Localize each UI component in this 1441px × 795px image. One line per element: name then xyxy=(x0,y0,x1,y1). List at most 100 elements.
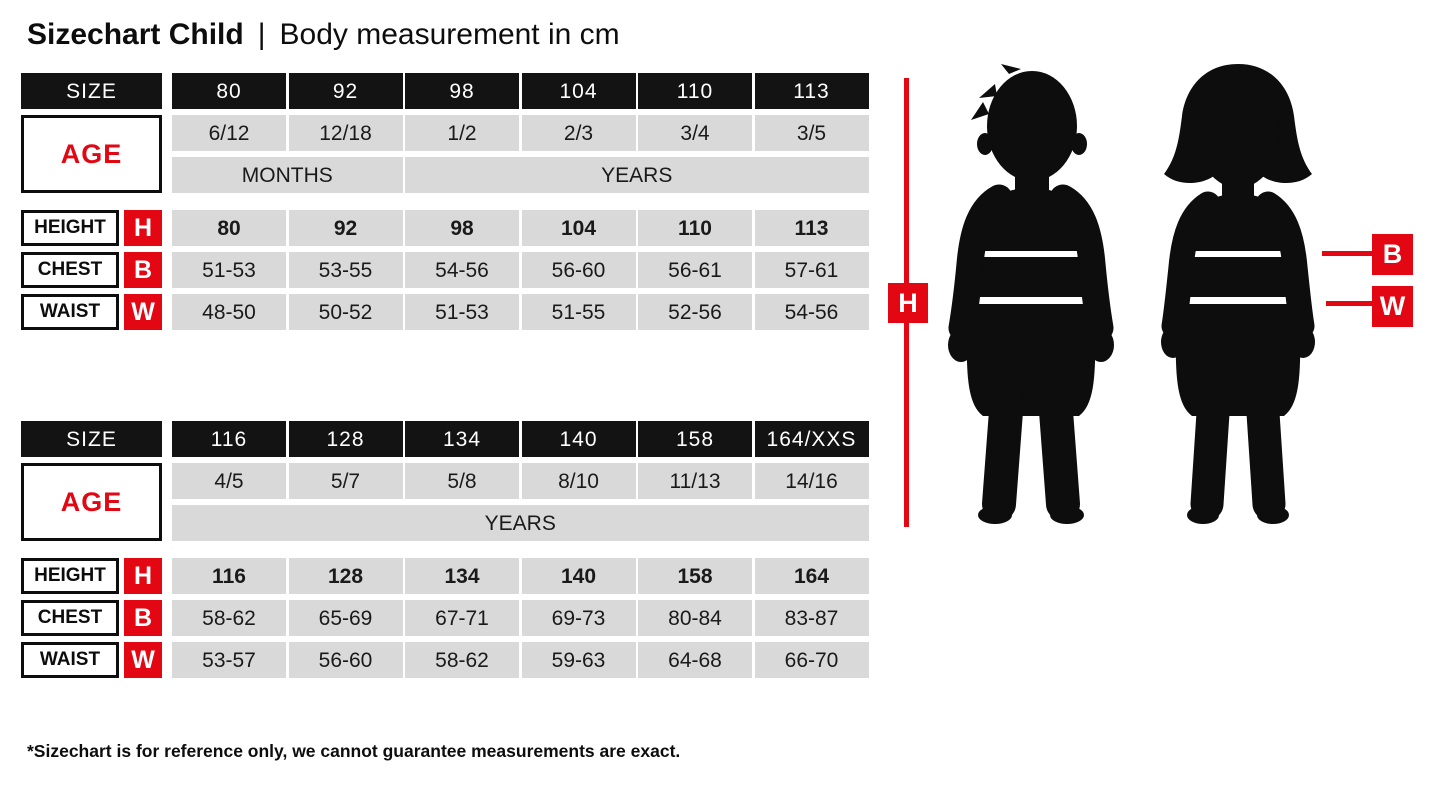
size-cell: 92 xyxy=(288,73,403,109)
size-cell: 128 xyxy=(288,421,403,457)
age-cell: 1/2 xyxy=(405,115,519,151)
height-cell: 110 xyxy=(638,210,752,246)
size-cell: 164/XXS xyxy=(754,421,869,457)
age-unit-months: MONTHS xyxy=(172,157,403,193)
height-cell: 92 xyxy=(288,210,403,246)
table2-header-grid: SIZE 116 128 134 140 158 164/XXS AGE 4/5… xyxy=(21,421,869,541)
size-cell: 158 xyxy=(638,421,752,457)
size-cell: 80 xyxy=(172,73,286,109)
waist-cell: 54-56 xyxy=(754,294,869,330)
size-cell: 98 xyxy=(405,73,519,109)
height-cell: 140 xyxy=(521,558,636,594)
waist-row-label: WAIST W xyxy=(21,294,162,330)
age-cell: 3/5 xyxy=(754,115,869,151)
waist-label: WAIST xyxy=(21,294,119,330)
waist-cell: 50-52 xyxy=(288,294,403,330)
girl-chest-line xyxy=(1180,251,1296,257)
chest-abbr-badge: B xyxy=(124,600,162,636)
chest-cell: 83-87 xyxy=(754,600,869,636)
age-cell: 5/7 xyxy=(288,463,403,499)
age-unit-years: YEARS xyxy=(405,157,869,193)
waist-row-label: WAIST W xyxy=(21,642,162,678)
height-label: HEIGHT xyxy=(21,558,119,594)
chest-pointer-line xyxy=(1322,251,1374,256)
height-cell: 134 xyxy=(405,558,519,594)
size-cell: 110 xyxy=(638,73,752,109)
height-label: HEIGHT xyxy=(21,210,119,246)
waist-abbr-badge: W xyxy=(124,642,162,678)
waist-cell: 52-56 xyxy=(638,294,752,330)
boy-left-leg-icon xyxy=(982,381,1024,521)
height-cell: 104 xyxy=(521,210,636,246)
footnote: *Sizechart is for reference only, we can… xyxy=(27,741,681,761)
chest-cell: 80-84 xyxy=(638,600,752,636)
title-separator: | xyxy=(257,18,266,51)
age-cell: 11/13 xyxy=(638,463,752,499)
girl-silhouette xyxy=(1161,64,1315,524)
waist-marker-badge: W xyxy=(1372,286,1413,327)
size-cell: 134 xyxy=(405,421,519,457)
chest-cell: 57-61 xyxy=(754,252,869,288)
age-cell: 4/5 xyxy=(172,463,286,499)
chest-abbr-badge: B xyxy=(124,252,162,288)
height-cell: 128 xyxy=(288,558,403,594)
waist-cell: 58-62 xyxy=(405,642,519,678)
waist-pointer-line xyxy=(1326,301,1374,306)
waist-abbr-badge: W xyxy=(124,294,162,330)
title-subtitle: Body measurement in cm xyxy=(279,18,620,51)
boy-waist-line xyxy=(969,297,1093,304)
chest-cell: 58-62 xyxy=(172,600,286,636)
waist-cell: 48-50 xyxy=(172,294,286,330)
size-cell: 116 xyxy=(172,421,286,457)
size-header-label: SIZE xyxy=(21,421,162,457)
age-cell: 12/18 xyxy=(288,115,403,151)
waist-cell: 59-63 xyxy=(521,642,636,678)
age-cell: 14/16 xyxy=(754,463,869,499)
waist-cell: 64-68 xyxy=(638,642,752,678)
size-cell: 140 xyxy=(521,421,636,457)
height-abbr-badge: H xyxy=(124,210,162,246)
chest-cell: 69-73 xyxy=(521,600,636,636)
girl-head-icon xyxy=(1196,76,1280,188)
height-cell: 113 xyxy=(754,210,869,246)
boy-silhouette xyxy=(948,64,1114,524)
waist-cell: 53-57 xyxy=(172,642,286,678)
girl-torso-icon xyxy=(1175,194,1301,416)
girl-right-arm-icon xyxy=(1255,191,1315,339)
boy-chest-line xyxy=(971,251,1091,257)
height-row-label: HEIGHT H xyxy=(21,210,162,246)
age-cell: 5/8 xyxy=(405,463,519,499)
age-header-label: AGE xyxy=(21,115,162,193)
size-header-label: SIZE xyxy=(21,73,162,109)
age-cell: 3/4 xyxy=(638,115,752,151)
chest-label: CHEST xyxy=(21,600,119,636)
height-cell: 98 xyxy=(405,210,519,246)
waist-label: WAIST xyxy=(21,642,119,678)
boy-left-arm-icon xyxy=(948,184,1013,342)
chest-cell: 54-56 xyxy=(405,252,519,288)
boy-right-arm-icon xyxy=(1049,184,1114,342)
size-cell: 104 xyxy=(521,73,636,109)
chest-cell: 65-69 xyxy=(288,600,403,636)
chest-cell: 53-55 xyxy=(288,252,403,288)
age-cell: 6/12 xyxy=(172,115,286,151)
waist-cell: 56-60 xyxy=(288,642,403,678)
height-cell: 164 xyxy=(754,558,869,594)
girl-waist-line xyxy=(1178,297,1298,304)
chest-cell: 56-61 xyxy=(638,252,752,288)
chest-cell: 67-71 xyxy=(405,600,519,636)
age-header-label: AGE xyxy=(21,463,162,541)
chest-cell: 56-60 xyxy=(521,252,636,288)
boy-right-leg-icon xyxy=(1038,381,1080,521)
height-cell: 158 xyxy=(638,558,752,594)
age-cell: 8/10 xyxy=(521,463,636,499)
chest-marker-badge: B xyxy=(1372,234,1413,275)
age-unit-years: YEARS xyxy=(172,505,869,541)
height-cell: 116 xyxy=(172,558,286,594)
boy-head-icon xyxy=(987,71,1077,181)
table1-measure-grid: HEIGHT H 80 92 98 104 110 113 CHEST B 51… xyxy=(21,210,869,330)
height-row-label: HEIGHT H xyxy=(21,558,162,594)
girl-left-arm-icon xyxy=(1161,191,1221,339)
age-cell: 2/3 xyxy=(521,115,636,151)
title-main: Sizechart Child xyxy=(27,18,244,51)
